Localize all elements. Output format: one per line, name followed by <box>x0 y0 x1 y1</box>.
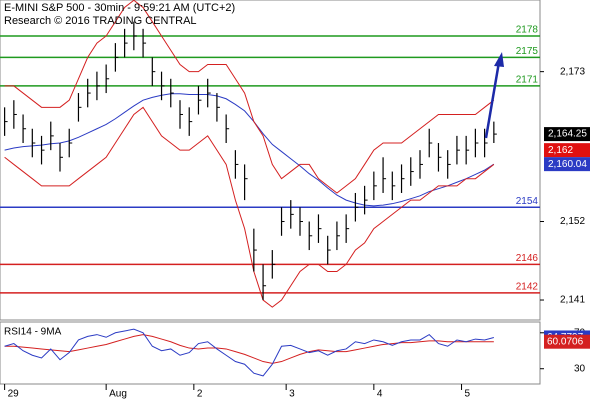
level-label: 2154 <box>516 196 539 207</box>
level-label: 2146 <box>516 253 539 264</box>
x-tick-label: 5 <box>465 389 471 400</box>
overlay-line <box>4 106 495 308</box>
rsi-ma-line <box>4 334 494 364</box>
level-label: 2178 <box>516 25 539 36</box>
x-tick-label: 3 <box>289 389 295 400</box>
y-tick-label: 2,141 <box>560 295 585 306</box>
x-tick-label: Aug <box>109 389 127 400</box>
y-tick-label: 2,152 <box>560 216 585 227</box>
overlay-line <box>4 93 495 207</box>
rsi-line <box>4 328 494 377</box>
forecast-arrow <box>484 61 501 139</box>
rsi-title: RSI14 - 9MA <box>4 327 62 338</box>
x-tick-label: 2 <box>197 389 203 400</box>
price-tag <box>544 127 590 142</box>
price-tag-label: 2,162 <box>548 145 573 156</box>
level-label: 2142 <box>516 282 539 293</box>
price-tag-label: 2,164.25 <box>548 129 587 140</box>
chart-title: E-MINI S&P 500 - 30min - 9:59:21 AM (UTC… <box>4 2 235 14</box>
rsi-tick-label: 30 <box>574 363 586 374</box>
x-tick-label: 29 <box>8 389 20 400</box>
price-tag-label: 2,160.04 <box>548 159 587 170</box>
overlay-line <box>4 0 495 194</box>
price-tag <box>544 143 590 158</box>
level-label: 2171 <box>516 75 539 86</box>
rsi-tag <box>544 334 590 349</box>
level-label: 2175 <box>516 46 539 57</box>
rsi-tag-label: 60.0706 <box>547 336 584 347</box>
rsi-panel <box>0 321 541 385</box>
price-panel <box>0 0 541 321</box>
forecast-arrow-head <box>494 52 504 67</box>
y-tick-label: 2,173 <box>560 66 585 77</box>
x-tick-label: 4 <box>377 389 383 400</box>
price-tag <box>544 157 590 172</box>
chart-subtitle: Research © 2016 TRADING CENTRAL <box>4 15 197 27</box>
